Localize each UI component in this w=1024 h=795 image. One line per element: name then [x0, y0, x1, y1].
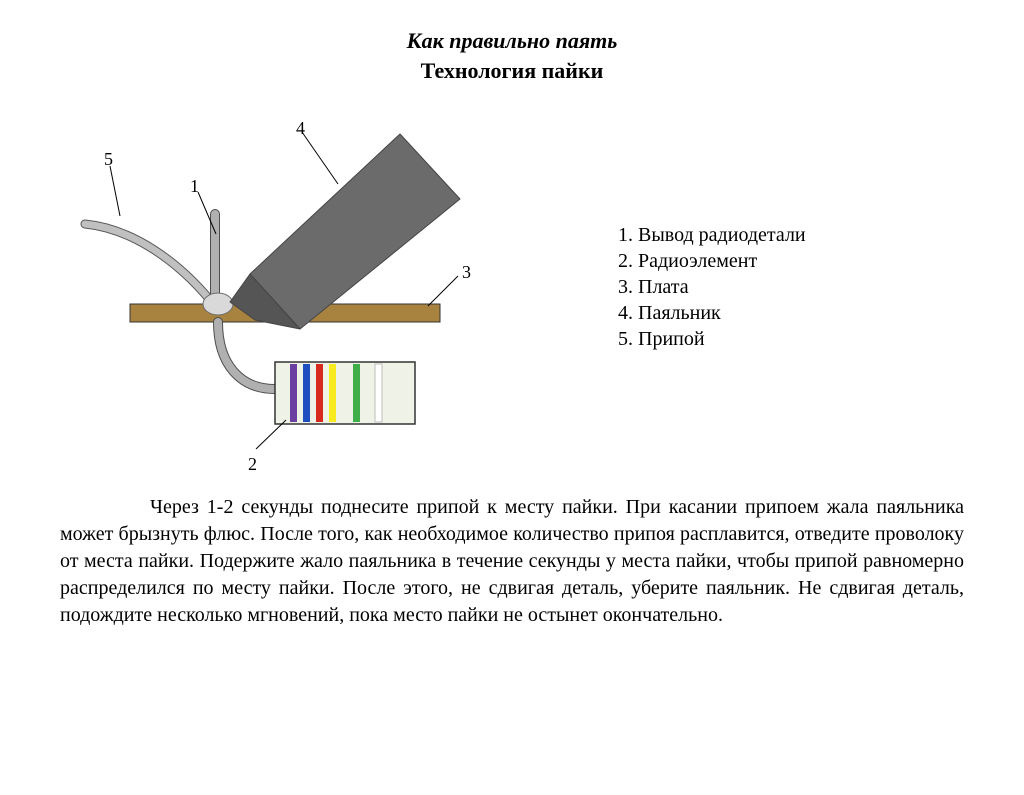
legend-item: Вывод радиодетали	[638, 224, 806, 247]
legend-item: Радиоэлемент	[638, 250, 806, 273]
callout-label: 5	[104, 149, 113, 170]
callout-label: 2	[248, 454, 257, 475]
legend-item: Плата	[638, 276, 806, 299]
legend-item: Припой	[638, 328, 806, 351]
legend-item: Паяльник	[638, 302, 806, 325]
diagram: 51432	[40, 104, 540, 464]
title-main: Как правильно паять	[0, 28, 1024, 54]
body-paragraph: Через 1-2 секунды поднесите припой к мес…	[60, 494, 964, 629]
title-sub: Технология пайки	[0, 58, 1024, 84]
callout-label: 3	[462, 262, 471, 283]
content-row: 51432 Вывод радиодетали Радиоэлемент Пла…	[0, 104, 1024, 464]
callout-label: 4	[296, 118, 305, 139]
legend: Вывод радиодетали Радиоэлемент Плата Пая…	[610, 224, 806, 464]
callout-label: 1	[190, 176, 199, 197]
